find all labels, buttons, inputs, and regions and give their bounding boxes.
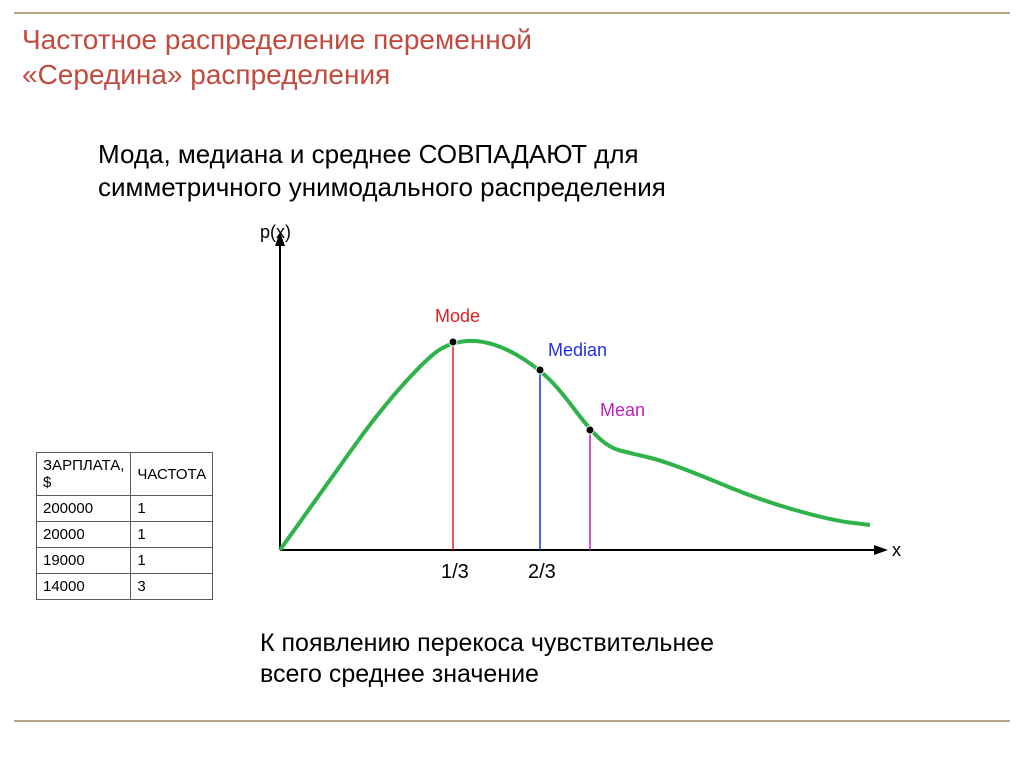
table-cell: 20000 — [37, 522, 131, 548]
body-text: Мода, медиана и среднее СОВПАДАЮТ для си… — [98, 138, 666, 203]
table-cell: 200000 — [37, 496, 131, 522]
svg-text:Mode: Mode — [435, 306, 480, 326]
footnote-text: К появлению перекоса чувствительнее всег… — [260, 628, 714, 691]
title-line-2: «Середина» распределения — [22, 57, 1002, 92]
table-row: 2000001 — [37, 496, 213, 522]
svg-text:1/3: 1/3 — [441, 561, 469, 583]
table-cell: 19000 — [37, 548, 131, 574]
table-header-freq: ЧАСТОТА — [131, 453, 213, 496]
body-line-1: Мода, медиана и среднее СОВПАДАЮТ для — [98, 138, 666, 171]
frequency-table: ЗАРПЛАТА, $ ЧАСТОТА 20000012000011900011… — [36, 452, 213, 600]
slide-title: Частотное распределение переменной «Сере… — [22, 22, 1002, 92]
table-cell: 1 — [131, 548, 213, 574]
note-line-1: К появлению перекоса чувствительнее — [260, 628, 714, 659]
body-line-2: симметричного унимодального распределени… — [98, 171, 666, 204]
svg-text:2/3: 2/3 — [528, 561, 556, 583]
svg-text:p(x): p(x) — [260, 222, 291, 242]
table-cell: 14000 — [37, 574, 131, 600]
table-row: 140003 — [37, 574, 213, 600]
table-row: 190001 — [37, 548, 213, 574]
svg-text:Median: Median — [548, 340, 607, 360]
table-cell: 1 — [131, 496, 213, 522]
slide-bottom-rule — [14, 720, 1010, 722]
distribution-chart: p(x) x Mode Median Mean 1/3 2/3 — [240, 210, 920, 590]
svg-text:x: x — [892, 540, 901, 560]
table-row: 200001 — [37, 522, 213, 548]
slide-top-rule — [14, 12, 1010, 14]
table-row: ЗАРПЛАТА, $ ЧАСТОТА — [37, 453, 213, 496]
table-cell: 3 — [131, 574, 213, 600]
svg-text:Mean: Mean — [600, 400, 645, 420]
table-cell: 1 — [131, 522, 213, 548]
note-line-2: всего среднее значение — [260, 659, 714, 690]
title-line-1: Частотное распределение переменной — [22, 22, 1002, 57]
table-header-salary: ЗАРПЛАТА, $ — [37, 453, 131, 496]
